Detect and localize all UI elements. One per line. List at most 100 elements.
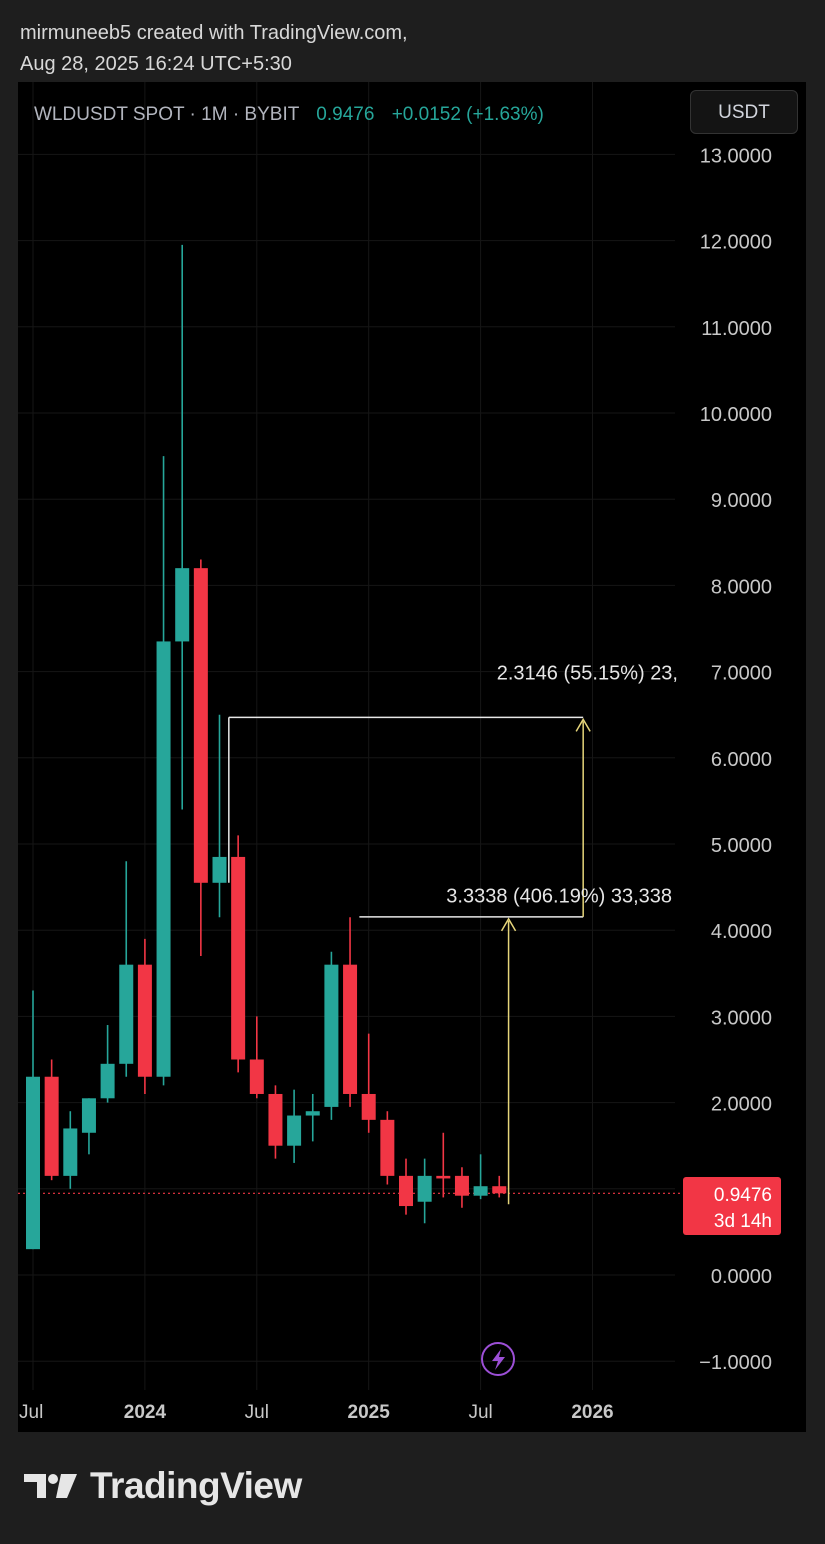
candle-body: [454, 1175, 469, 1196]
candle-body: [492, 1186, 507, 1194]
candle: [305, 1093, 320, 1142]
x-tick-label: 2024: [124, 1402, 167, 1423]
y-tick-label: −1.0000: [699, 1352, 772, 1374]
candle: [193, 559, 208, 957]
candle-body: [268, 1093, 283, 1146]
candle: [81, 1098, 96, 1155]
x-tick-label: Jul: [19, 1402, 43, 1423]
symbol-info: WLDUSDT SPOT · 1M · BYBIT 0.9476 +0.0152…: [34, 104, 544, 125]
symbol-last-price: 0.9476: [316, 104, 374, 125]
candle-body: [212, 856, 227, 883]
axis-layer: 13.0000 12.0000 11.0000 10.0000 9.0000 8.0000…: [19, 145, 781, 1423]
candle: [361, 1033, 376, 1133]
candle: [324, 951, 339, 1120]
y-tick-label: 8.0000: [711, 576, 772, 598]
candle: [492, 1175, 507, 1198]
candle-body: [343, 964, 358, 1094]
candle: [231, 835, 246, 1073]
chart-attribution: mirmuneeb5 created with TradingView.com,…: [20, 18, 408, 80]
y-tick-label: 7.0000: [711, 663, 772, 685]
candle-body: [119, 964, 134, 1064]
candle: [268, 1085, 283, 1159]
candle-body: [361, 1093, 376, 1120]
candle: [175, 244, 190, 810]
candle: [417, 1158, 432, 1224]
price-badge-countdown: 3d 14h: [714, 1211, 772, 1232]
candle-body: [436, 1175, 451, 1179]
candle-body: [305, 1111, 320, 1116]
y-tick-label: 4.0000: [711, 921, 772, 943]
measurement-layer: 3.3338 (406.19%) 33,338 2.3146 (55.15%) 2…: [228, 663, 678, 1205]
x-tick-label: 2026: [571, 1402, 613, 1423]
candle: [249, 1016, 264, 1099]
candles-layer: [26, 244, 507, 1250]
candle: [436, 1132, 451, 1198]
y-tick-label: 9.0000: [711, 490, 772, 512]
x-tick-label: Jul: [468, 1402, 492, 1423]
candle-body: [175, 568, 190, 642]
candle-body: [100, 1063, 115, 1099]
candle: [63, 1111, 78, 1189]
y-tick-label: 5.0000: [711, 835, 772, 857]
candle: [380, 1111, 395, 1185]
candle-body: [231, 856, 246, 1060]
candle-body: [63, 1128, 78, 1176]
candle: [44, 1059, 59, 1181]
candle: [156, 456, 171, 1086]
candle: [343, 917, 358, 1107]
candle: [137, 938, 152, 1094]
candle: [399, 1158, 413, 1215]
candle: [287, 1089, 302, 1163]
chart-panel[interactable]: [18, 82, 806, 1432]
candle: [473, 1154, 488, 1200]
candle-body: [137, 964, 152, 1077]
x-tick-label: 2025: [348, 1402, 391, 1423]
candle: [26, 990, 40, 1250]
y-tick-label: 13.0000: [700, 145, 772, 167]
attribution-line-2: Aug 28, 2025 16:24 UTC+5:30: [20, 53, 292, 75]
grid-layer: [18, 82, 675, 1390]
y-tick-label: 11.0000: [701, 318, 772, 340]
candle-body: [249, 1059, 264, 1094]
lightning-icon-bolt: [492, 1349, 505, 1370]
candle: [100, 1025, 115, 1103]
lightning-icon-ring: [481, 1342, 515, 1376]
measure-arrowhead-1: [500, 917, 517, 932]
y-tick-label: 6.0000: [711, 749, 772, 771]
symbol-name: WLDUSDT SPOT · 1M · BYBIT: [34, 104, 300, 125]
candle-body: [399, 1175, 413, 1207]
brand-name: TradingView: [90, 1465, 302, 1506]
currency-button[interactable]: USDT: [690, 90, 798, 134]
candle: [119, 861, 134, 1077]
candle: [454, 1167, 469, 1208]
y-tick-label: 2.0000: [711, 1094, 772, 1116]
y-tick-label: 10.0000: [700, 404, 772, 426]
candle-body: [473, 1186, 488, 1196]
price-badge-bg: [683, 1177, 781, 1235]
candle: [212, 714, 227, 918]
candle-body: [193, 568, 208, 883]
candle-body: [26, 1076, 40, 1250]
y-tick-label: 12.0000: [700, 232, 772, 254]
x-tick-label: Jul: [245, 1402, 269, 1423]
candle-body: [156, 641, 171, 1077]
tradingview-logo-icon: [24, 1474, 77, 1498]
symbol-change: +0.0152 (+1.63%): [392, 104, 544, 125]
price-badge-value: 0.9476: [714, 1185, 772, 1206]
candle-body: [44, 1076, 59, 1176]
measure-arrowhead-2: [575, 717, 591, 732]
candle-body: [287, 1115, 302, 1146]
tradingview-footer: TradingView: [22, 1465, 302, 1506]
measure-label-2: 2.3146 (55.15%) 23,: [497, 663, 678, 685]
lightning-icon: [481, 1342, 515, 1376]
y-tick-label: 0.0000: [711, 1266, 772, 1288]
candle-body: [380, 1119, 395, 1176]
candle-body: [417, 1175, 432, 1202]
y-tick-label: 3.0000: [711, 1007, 772, 1029]
candle-body: [324, 964, 339, 1107]
candle-body: [81, 1098, 96, 1133]
attribution-line-1: mirmuneeb5 created with TradingView.com,: [20, 22, 408, 44]
current-price-badge: 0.9476 3d 14h: [683, 1177, 781, 1235]
measure-label-1: 3.3338 (406.19%) 33,338: [446, 886, 672, 908]
